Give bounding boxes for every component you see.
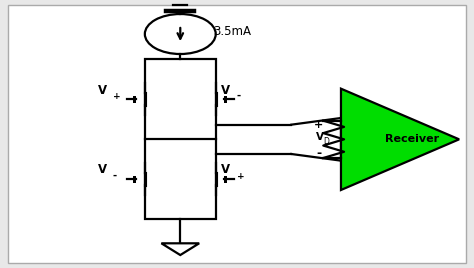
Bar <box>134 96 137 103</box>
Text: 3.5mA: 3.5mA <box>213 25 251 38</box>
Text: +: + <box>314 120 323 130</box>
Text: +: + <box>237 172 244 181</box>
Polygon shape <box>341 89 459 190</box>
Bar <box>224 176 227 183</box>
Text: V: V <box>316 132 324 142</box>
Polygon shape <box>161 243 199 255</box>
Bar <box>224 96 227 103</box>
Bar <box>134 176 137 183</box>
Bar <box>145 59 216 219</box>
Text: V: V <box>221 163 230 177</box>
Text: V: V <box>98 163 107 177</box>
Text: V: V <box>98 84 107 96</box>
Text: Receiver: Receiver <box>385 134 439 144</box>
Text: -: - <box>316 147 321 161</box>
Text: -: - <box>237 91 241 101</box>
Text: D: D <box>323 137 329 147</box>
Text: +: + <box>113 92 120 101</box>
Text: V: V <box>221 84 230 96</box>
Text: -: - <box>113 171 117 181</box>
